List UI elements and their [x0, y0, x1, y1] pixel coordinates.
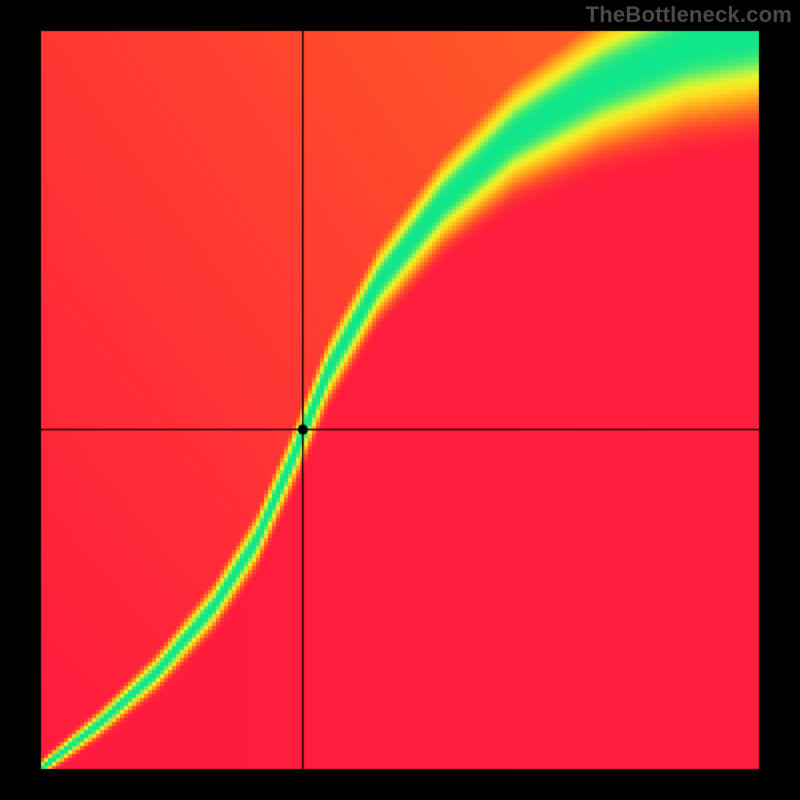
watermark-text: TheBottleneck.com — [586, 2, 792, 28]
